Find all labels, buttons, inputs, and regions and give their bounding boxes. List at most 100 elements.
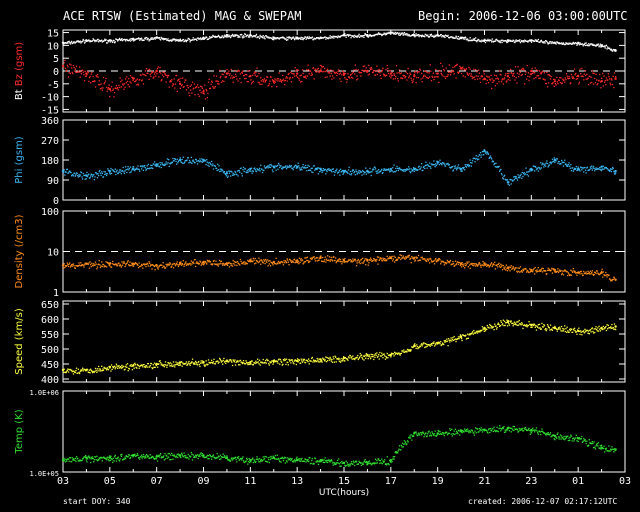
scatter-dot xyxy=(505,40,507,43)
scatter-dot xyxy=(435,72,437,75)
scatter-dot xyxy=(225,173,227,176)
scatter-dot xyxy=(566,42,568,44)
scatter-dot xyxy=(307,164,309,166)
scatter-dot xyxy=(370,257,372,259)
scatter-dot xyxy=(228,172,231,174)
scatter-dot xyxy=(293,166,295,168)
scatter-dot xyxy=(242,37,244,39)
scatter-dot xyxy=(516,270,518,272)
scatter-dot xyxy=(488,40,490,42)
scatter-dot xyxy=(559,328,562,330)
scatter-dot xyxy=(579,170,581,172)
scatter-dot xyxy=(347,169,350,171)
scatter-dot xyxy=(197,262,199,264)
scatter-dot xyxy=(359,260,361,262)
scatter-dot xyxy=(314,68,317,70)
scatter-dot xyxy=(178,78,180,80)
scatter-dot xyxy=(389,70,391,72)
scatter-dot xyxy=(430,260,433,262)
data-point xyxy=(577,329,580,333)
scatter-dot xyxy=(116,169,118,171)
scatter-dot xyxy=(94,261,97,263)
scatter-dot xyxy=(66,370,68,372)
scatter-dot xyxy=(378,169,380,171)
scatter-dot xyxy=(244,168,246,170)
scatter-dot xyxy=(585,329,587,331)
scatter-dot xyxy=(354,358,356,361)
scatter-dot xyxy=(613,323,616,325)
data-point xyxy=(178,39,182,42)
scatter-dot xyxy=(199,365,201,368)
scatter-dot xyxy=(204,160,207,162)
scatter-dot xyxy=(147,265,149,267)
scatter-dot xyxy=(241,36,243,38)
scatter-dot xyxy=(602,325,604,328)
data-point xyxy=(249,33,252,37)
scatter-dot xyxy=(214,87,216,89)
scatter-dot xyxy=(254,167,256,169)
scatter-dot xyxy=(145,68,148,70)
scatter-dot xyxy=(119,263,121,266)
scatter-dot xyxy=(400,258,402,261)
scatter-dot xyxy=(200,360,202,362)
scatter-dot xyxy=(610,78,612,80)
scatter-dot xyxy=(615,76,617,78)
scatter-dot xyxy=(328,72,331,74)
scatter-dot xyxy=(150,75,152,77)
scatter-dot xyxy=(82,172,84,175)
scatter-dot xyxy=(469,159,471,161)
scatter-dot xyxy=(339,258,342,261)
scatter-dot xyxy=(220,361,223,363)
scatter-dot xyxy=(185,264,188,266)
scatter-dot xyxy=(234,73,237,75)
scatter-dot xyxy=(290,81,293,83)
data-point xyxy=(459,335,463,339)
scatter-dot xyxy=(207,81,210,83)
scatter-dot xyxy=(280,360,282,362)
scatter-dot xyxy=(363,65,366,67)
scatter-dot xyxy=(371,356,373,358)
ylabel-part: (gsm) xyxy=(14,42,25,74)
scatter-dot xyxy=(405,71,407,73)
scatter-dot xyxy=(128,368,130,370)
scatter-dot xyxy=(544,163,546,165)
scatter-dot xyxy=(457,263,460,265)
scatter-dot xyxy=(606,276,608,278)
scatter-dot xyxy=(454,37,457,39)
scatter-dot xyxy=(330,69,332,71)
scatter-dot xyxy=(71,369,73,372)
scatter-dot xyxy=(552,82,554,84)
scatter-dot xyxy=(365,167,367,169)
scatter-dot xyxy=(451,36,453,38)
data-point xyxy=(178,82,182,86)
scatter-dot xyxy=(446,35,449,37)
scatter-dot xyxy=(607,168,609,170)
scatter-dot xyxy=(599,330,601,332)
scatter-dot xyxy=(129,365,132,367)
scatter-dot xyxy=(432,261,434,263)
scatter-dot xyxy=(203,89,205,91)
scatter-dot xyxy=(507,78,509,81)
scatter-dot xyxy=(80,172,83,174)
scatter-dot xyxy=(266,36,269,38)
scatter-dot xyxy=(375,33,377,35)
scatter-dot xyxy=(244,73,247,76)
scatter-dot xyxy=(600,270,603,272)
scatter-dot xyxy=(223,171,226,173)
scatter-dot xyxy=(516,177,518,179)
scatter-dot xyxy=(546,162,549,165)
scatter-dot xyxy=(250,167,253,169)
scatter-dot xyxy=(584,331,587,333)
scatter-dot xyxy=(198,160,200,162)
scatter-dot xyxy=(261,83,263,85)
scatter-dot xyxy=(434,259,436,261)
scatter-dot xyxy=(403,33,405,35)
scatter-dot xyxy=(545,165,547,167)
scatter-dot xyxy=(518,319,520,322)
scatter-dot xyxy=(320,170,322,172)
data-point xyxy=(530,39,533,42)
scatter-dot xyxy=(88,262,90,264)
scatter-dot xyxy=(185,41,188,43)
scatter-dot xyxy=(511,322,514,324)
scatter-dot xyxy=(309,360,312,362)
